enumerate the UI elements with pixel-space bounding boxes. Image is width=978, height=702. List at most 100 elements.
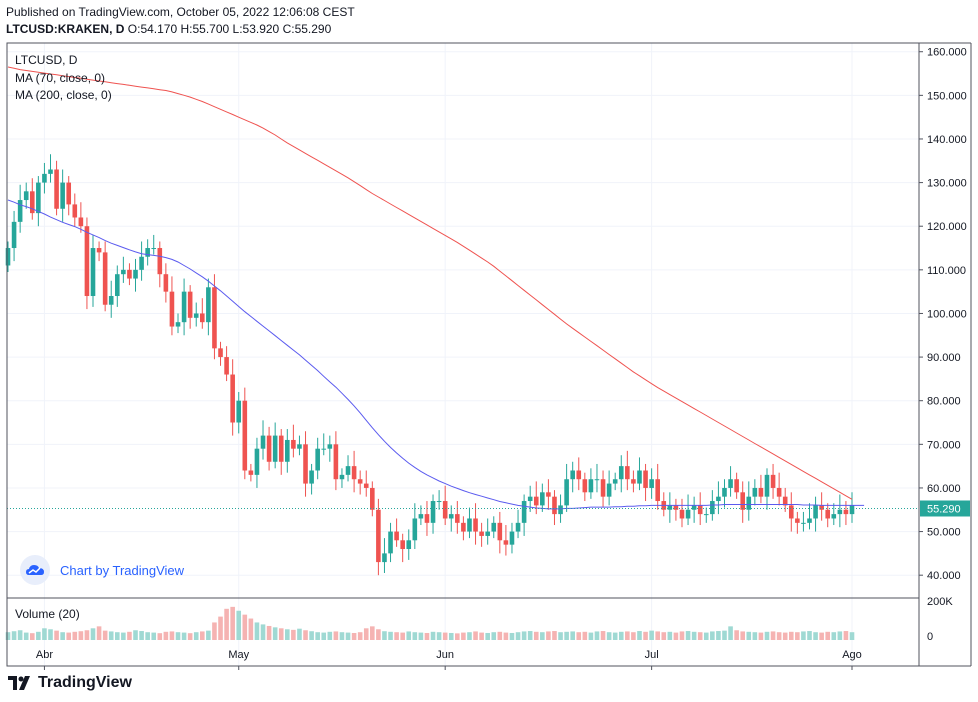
candle-body	[351, 466, 357, 480]
volume-bar	[351, 632, 357, 640]
legend-symbol: LTCUSD, D	[15, 53, 78, 67]
candle-body	[278, 435, 284, 462]
volume-axis-label: 0	[927, 631, 933, 643]
volume-bar	[752, 632, 758, 640]
volume-bar	[455, 633, 460, 640]
candle-body	[48, 169, 53, 174]
candle-body	[418, 514, 424, 519]
volume-bar	[576, 632, 582, 640]
y-tick-label: 50.000	[927, 527, 961, 539]
volume-bar	[570, 631, 575, 640]
candle-body	[400, 540, 405, 550]
volume-bar	[193, 632, 199, 640]
y-tick-label: 60.000	[927, 483, 961, 495]
candle-body	[218, 348, 223, 358]
candle-body	[17, 200, 23, 222]
candle-body	[303, 444, 308, 484]
candle-body	[552, 496, 557, 515]
volume-bar	[722, 630, 727, 640]
legend-ma200: MA (200, close, 0)	[15, 88, 112, 102]
x-tick-label: Abr	[36, 649, 53, 661]
volume-bar	[327, 631, 333, 640]
tradingview-brand[interactable]: TradingView	[8, 674, 132, 692]
volume-bar	[849, 632, 855, 640]
candle-body	[436, 501, 442, 503]
candle-body	[72, 204, 78, 218]
volume-bar	[187, 633, 193, 640]
x-tick-label: Ago	[842, 649, 862, 661]
y-tick-label: 110.000	[927, 265, 966, 277]
volume-bar	[139, 631, 144, 640]
candle-body	[272, 435, 278, 462]
y-tick-label: 140.000	[927, 134, 967, 146]
price-axis[interactable]: 160.000 150.000 140.000 130.000 120.000 110.0…	[919, 47, 970, 643]
candle-body	[673, 505, 679, 510]
candle-body	[795, 518, 800, 523]
candle-body	[327, 444, 333, 449]
volume-bar	[461, 632, 466, 640]
candle-body	[133, 269, 138, 279]
volume-bar	[533, 631, 539, 640]
volume-bar	[151, 632, 157, 640]
candle-body	[5, 248, 11, 266]
candle-body	[801, 522, 806, 524]
candle-body	[649, 479, 654, 488]
volume-bar	[345, 632, 351, 640]
volume-bar	[17, 630, 23, 640]
volume-bar	[649, 630, 654, 640]
candle-body	[782, 496, 788, 506]
volume-bar	[558, 632, 563, 640]
volume-bar	[479, 632, 484, 640]
candle-body	[333, 444, 339, 480]
watermark-text[interactable]: Chart by TradingView	[60, 562, 185, 578]
volume-bar	[837, 631, 843, 640]
volume-bar	[303, 630, 308, 640]
candle-body	[84, 226, 90, 297]
brand-text: TradingView	[38, 674, 132, 691]
candle-body	[78, 217, 84, 227]
candle-body	[430, 501, 436, 523]
volume-bar	[515, 632, 521, 640]
volume-bar	[546, 631, 551, 640]
candle-body	[497, 522, 503, 541]
volume-bar	[90, 628, 96, 640]
volume-bar	[163, 631, 169, 640]
volume-bar	[655, 631, 660, 640]
legend-volume: Volume (20)	[15, 607, 80, 621]
candle-body	[546, 492, 551, 497]
volume-bar	[485, 632, 490, 640]
candle-body	[242, 400, 248, 471]
x-tick-label: Jun	[436, 649, 454, 661]
volume-bar	[54, 630, 59, 640]
candle-body	[606, 483, 612, 497]
volume-bar	[236, 610, 242, 640]
tradingview-logo-icon	[8, 676, 30, 690]
volume-bar	[430, 631, 436, 640]
candle-body	[248, 470, 254, 475]
candle-body	[424, 514, 430, 523]
volume-bar	[740, 631, 746, 640]
candle-body	[479, 531, 484, 536]
chart-watermark[interactable]: Chart by TradingView	[20, 555, 184, 585]
candle-body	[193, 313, 199, 318]
ma200-line	[7, 66, 853, 500]
time-axis[interactable]: AbrMayJunJulAgoSepOct	[36, 649, 978, 670]
volume-bar	[412, 632, 418, 640]
volume-bar	[370, 626, 375, 640]
candle-body	[807, 518, 812, 523]
volume-bar	[673, 632, 679, 640]
candle-body	[643, 470, 648, 488]
volume-bar	[685, 631, 691, 640]
published-line: Published on TradingView.com, October 05…	[6, 5, 355, 19]
volume-bar	[588, 632, 594, 640]
volume-bar	[248, 618, 254, 640]
candle-body	[36, 182, 41, 214]
candle-body	[175, 322, 181, 327]
candle-body	[521, 501, 527, 523]
candle-body	[315, 448, 320, 471]
candle-body	[102, 252, 108, 305]
candle-body	[254, 448, 260, 475]
y-tick-label: 120.000	[927, 221, 967, 233]
candle-body	[127, 269, 132, 279]
